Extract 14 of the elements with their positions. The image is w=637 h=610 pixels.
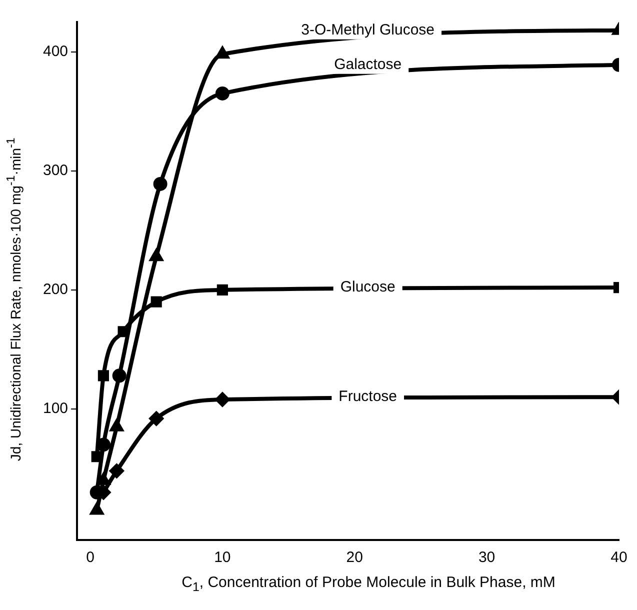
y-tick-label: 300 xyxy=(42,162,68,179)
series-label: Glucose xyxy=(340,278,396,296)
x-tick-label: 40 xyxy=(610,549,628,566)
x-tick-label: 20 xyxy=(346,549,363,566)
series-label: Galactose xyxy=(334,56,402,74)
x-tick-label: 10 xyxy=(214,549,231,566)
y-tick-label: 200 xyxy=(42,281,68,298)
series-label: 3-O-Methyl Glucose xyxy=(301,21,435,38)
y-tick-label: 100 xyxy=(42,400,68,418)
series-label: Fructose xyxy=(338,388,398,406)
x-axis-title: C$_{1}$, Concentration of Probe Molecule in Bulk Phase, mM xyxy=(180,574,556,594)
y-tick-label: 400 xyxy=(42,42,68,60)
x-tick-label: 0 xyxy=(86,549,94,566)
x-tick-label: 30 xyxy=(478,549,496,566)
